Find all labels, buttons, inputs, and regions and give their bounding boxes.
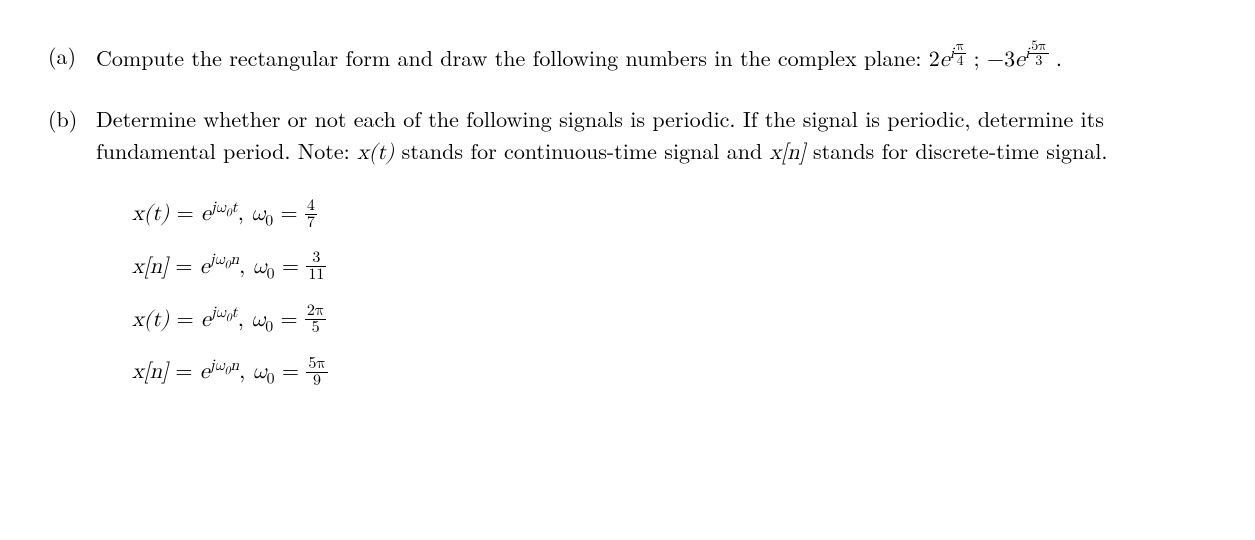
signal-eq: = (169, 309, 201, 331)
signal-e: e (201, 309, 211, 331)
signal-comma: , (239, 361, 252, 383)
signal-eq2: = (275, 256, 307, 278)
signal-exp-jw: jω (211, 200, 226, 216)
part-a-body: Compute the rectangular form and draw th… (96, 40, 1219, 77)
expr-sep: ; (974, 42, 987, 73)
expr-2-exp: i5π3 (1025, 46, 1049, 62)
page: (a) Compute the rectangular form and dra… (0, 0, 1255, 540)
signal-exp-jw: jω (211, 305, 226, 321)
signal-omega: ω (253, 256, 267, 278)
signal-frac-num: 3 (306, 250, 326, 267)
signal-frac-num: 5π (306, 356, 327, 373)
signal-eq2: = (275, 361, 307, 383)
signal-omega: ω (251, 309, 265, 331)
signal-lhs: x[n] (132, 256, 168, 278)
signal-e: e (200, 361, 210, 383)
signal-frac: 311 (306, 250, 326, 283)
signal-lhs: x[n] (132, 361, 168, 383)
signal-comma: , (238, 309, 251, 331)
signal-exp-var: n (230, 252, 239, 268)
signal-exp: jω0n (210, 252, 240, 268)
expr-2-e: e (1015, 49, 1025, 71)
signal-row: x[n] = ejω0n, ω0 = 311 (132, 241, 1219, 294)
signal-exp: jω0t (211, 200, 238, 216)
signal-comma: , (239, 256, 252, 278)
signal-e: e (200, 256, 210, 278)
signal-eq: = (168, 256, 200, 278)
expr-2-coeff: −3 (987, 49, 1015, 71)
expr-1-frac: π4 (954, 39, 966, 68)
signal-frac-den: 5 (305, 320, 326, 336)
signal-frac: 47 (305, 198, 317, 231)
part-a-text: Compute the rectangular form and draw th… (96, 42, 929, 73)
expr-2: −3ei5π3 (987, 49, 1056, 71)
signal-comma: , (238, 203, 251, 225)
expr-1-coeff: 2 (929, 49, 940, 71)
signal-exp-var: n (230, 358, 239, 374)
signal-omega: ω (253, 361, 267, 383)
part-b-xn: x[n] (770, 142, 806, 164)
part-a-period: . (1056, 42, 1062, 73)
signal-frac-den: 9 (306, 373, 327, 389)
signal-row: x(t) = ejω0t, ω0 = 2π5 (132, 294, 1219, 347)
signal-frac-den: 11 (306, 267, 326, 283)
signal-eq2: = (273, 203, 305, 225)
signal-eq: = (169, 203, 201, 225)
part-b-label: (b) (48, 103, 96, 399)
signal-e: e (201, 203, 211, 225)
part-b-xt: x(t) (357, 142, 394, 164)
signal-exp: jω0n (210, 358, 240, 374)
signal-row: x(t) = ejω0t, ω0 = 47 (132, 188, 1219, 241)
expr-2-frac: 5π3 (1029, 39, 1048, 68)
expr-1-frac-den: 4 (954, 54, 966, 68)
expr-1: 2eiπ4 (929, 49, 974, 71)
signal-eq: = (168, 361, 200, 383)
part-b-mid2: stands for discrete-time signal. (806, 135, 1108, 166)
expr-1-exp: iπ4 (950, 46, 967, 62)
signal-lhs: x(t) (132, 203, 169, 225)
signal-exp-jw: jω (210, 358, 225, 374)
part-a-label: (a) (48, 40, 96, 77)
signal-row: x[n] = ejω0n, ω0 = 5π9 (132, 346, 1219, 399)
signal-omega-sub: 0 (267, 266, 275, 282)
signal-lhs: x(t) (132, 309, 169, 331)
part-b-mid1: stands for continuous-time signal and (394, 135, 769, 166)
expr-2-frac-den: 3 (1029, 54, 1048, 68)
signal-omega-sub: 0 (267, 372, 275, 388)
signal-omega-sub: 0 (265, 319, 273, 335)
signal-frac-num: 2π (305, 303, 326, 320)
expr-2-frac-num: 5π (1029, 39, 1048, 54)
part-a: (a) Compute the rectangular form and dra… (48, 40, 1219, 77)
signal-frac: 5π9 (306, 356, 327, 389)
signal-exp: jω0t (211, 305, 238, 321)
signal-omega: ω (251, 203, 265, 225)
expr-1-e: e (940, 49, 950, 71)
signal-frac-num: 4 (305, 198, 317, 215)
signal-exp-jw: jω (210, 252, 225, 268)
signal-frac: 2π5 (305, 303, 326, 336)
signal-omega-sub: 0 (265, 213, 273, 229)
signal-eq2: = (273, 309, 305, 331)
expr-1-frac-num: π (954, 39, 966, 54)
part-b-body: Determine whether or not each of the fol… (96, 103, 1219, 399)
signal-frac-den: 7 (305, 215, 317, 231)
signal-list: x(t) = ejω0t, ω0 = 47 x[n] = ejω0n, ω0 =… (132, 188, 1219, 399)
part-b: (b) Determine whether or not each of the… (48, 103, 1219, 399)
